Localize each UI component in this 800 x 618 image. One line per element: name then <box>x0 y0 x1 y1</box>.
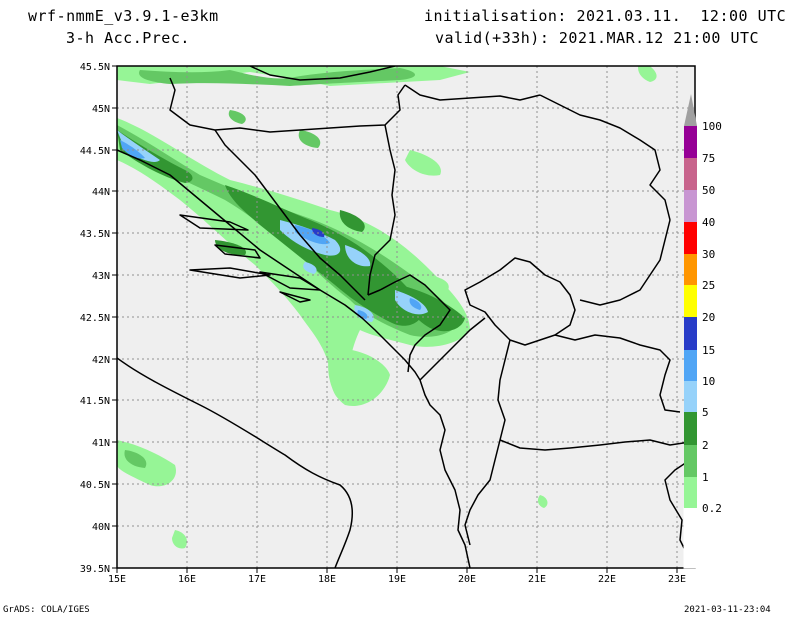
lat-label: 39.5N <box>80 564 110 575</box>
axis-ticks <box>112 65 678 573</box>
bosnia-border <box>214 129 366 301</box>
colorbar-cell <box>683 507 698 569</box>
bosnia-serbia-border <box>367 124 396 296</box>
colorbar-cell <box>684 158 697 190</box>
lat-label: 43N <box>92 271 110 282</box>
albania-macedonia <box>464 339 511 546</box>
lon-label: 18E <box>318 574 336 585</box>
colorbar-label: 40 <box>702 216 715 229</box>
albania-border <box>419 317 486 381</box>
valid-time: valid(+33h): 2021.MAR.12 21:00 UTC <box>435 29 760 47</box>
kosovo-border <box>464 257 576 346</box>
colorbar-label: 15 <box>702 344 715 357</box>
serbia-romania <box>539 94 671 221</box>
macedonia-greece <box>499 439 691 451</box>
lon-label: 15E <box>108 574 126 585</box>
serbia-border-north <box>404 84 541 101</box>
lon-label: 19E <box>388 574 406 585</box>
coastlines-borders <box>117 66 691 568</box>
colorbar-top-arrow <box>684 94 697 126</box>
colorbar-label: 75 <box>702 152 715 165</box>
precip-field <box>117 66 657 549</box>
lon-label: 22E <box>598 574 616 585</box>
islands-5 <box>279 291 311 303</box>
colorbar-legend: 0.2 1 2 5 10 15 20 25 30 40 50 75 100 <box>683 94 722 569</box>
colorbar-cell <box>684 412 697 445</box>
lat-label: 44.5N <box>80 146 110 157</box>
macedonia-border <box>554 334 681 413</box>
islands-1 <box>179 214 249 231</box>
init-time: initialisation: 2021.03.11. 12:00 UTC <box>424 7 787 25</box>
lat-label: 42N <box>92 355 110 366</box>
croatia-border <box>169 77 406 133</box>
lon-label: 17E <box>248 574 266 585</box>
colorbar-cell <box>684 381 697 412</box>
colorbar-cell <box>684 222 697 254</box>
colorbar-label: 10 <box>702 375 715 388</box>
lon-label: 21E <box>528 574 546 585</box>
colorbar-label: 25 <box>702 279 715 292</box>
serbia-bulgaria <box>579 219 671 306</box>
colorbar-cell <box>684 190 697 222</box>
lat-label: 40N <box>92 522 110 533</box>
lat-label: 43.5N <box>80 229 110 240</box>
montenegro-border <box>367 274 451 373</box>
lon-labels: 15E 16E 17E 18E 19E 20E 21E 22E 23E <box>108 574 686 585</box>
colorbar-label: 20 <box>702 311 715 324</box>
colorbar-cell <box>684 317 697 350</box>
colorbar-label: 1 <box>702 471 709 484</box>
hungary-border <box>249 66 396 81</box>
lat-label: 41.5N <box>80 396 110 407</box>
lat-label: 41N <box>92 438 110 449</box>
colorbar-label: 30 <box>702 248 715 261</box>
islands-3 <box>189 267 271 279</box>
lon-label: 20E <box>458 574 476 585</box>
colorbar-label: 2 <box>702 439 709 452</box>
lat-label: 44N <box>92 187 110 198</box>
lat-label: 40.5N <box>80 480 110 491</box>
islands-4 <box>259 271 321 291</box>
colorbar-cell <box>684 477 697 508</box>
colorbar-label: 100 <box>702 120 722 133</box>
lon-label: 23E <box>668 574 686 585</box>
colorbar-cell <box>684 285 697 317</box>
map-grid <box>117 66 695 568</box>
lat-label: 45N <box>92 104 110 115</box>
lat-label: 45.5N <box>80 62 110 73</box>
greece-coast <box>664 459 691 561</box>
colorbar-label: 50 <box>702 184 715 197</box>
colorbar-cell <box>684 126 697 158</box>
footer-credit: GrADS: COLA/IGES <box>3 605 90 615</box>
model-name: wrf-nmmE_v3.9.1-e3km <box>28 7 219 25</box>
lat-labels: 45.5N 45N 44.5N 44N 43.5N 43N 42.5N 42N … <box>80 62 110 575</box>
italy-coast <box>117 357 353 568</box>
colorbar-cell <box>684 445 697 477</box>
footer-timestamp: 2021-03-11-23:04 <box>684 605 771 615</box>
colorbar-cell <box>684 254 697 285</box>
colorbar-cell <box>684 350 697 381</box>
colorbar-label: 0.2 <box>702 502 722 515</box>
islands-2 <box>214 244 261 259</box>
colorbar-label: 5 <box>702 406 709 419</box>
lon-label: 16E <box>178 574 196 585</box>
field-name: 3-h Acc.Prec. <box>66 29 190 47</box>
lat-label: 42.5N <box>80 313 110 324</box>
